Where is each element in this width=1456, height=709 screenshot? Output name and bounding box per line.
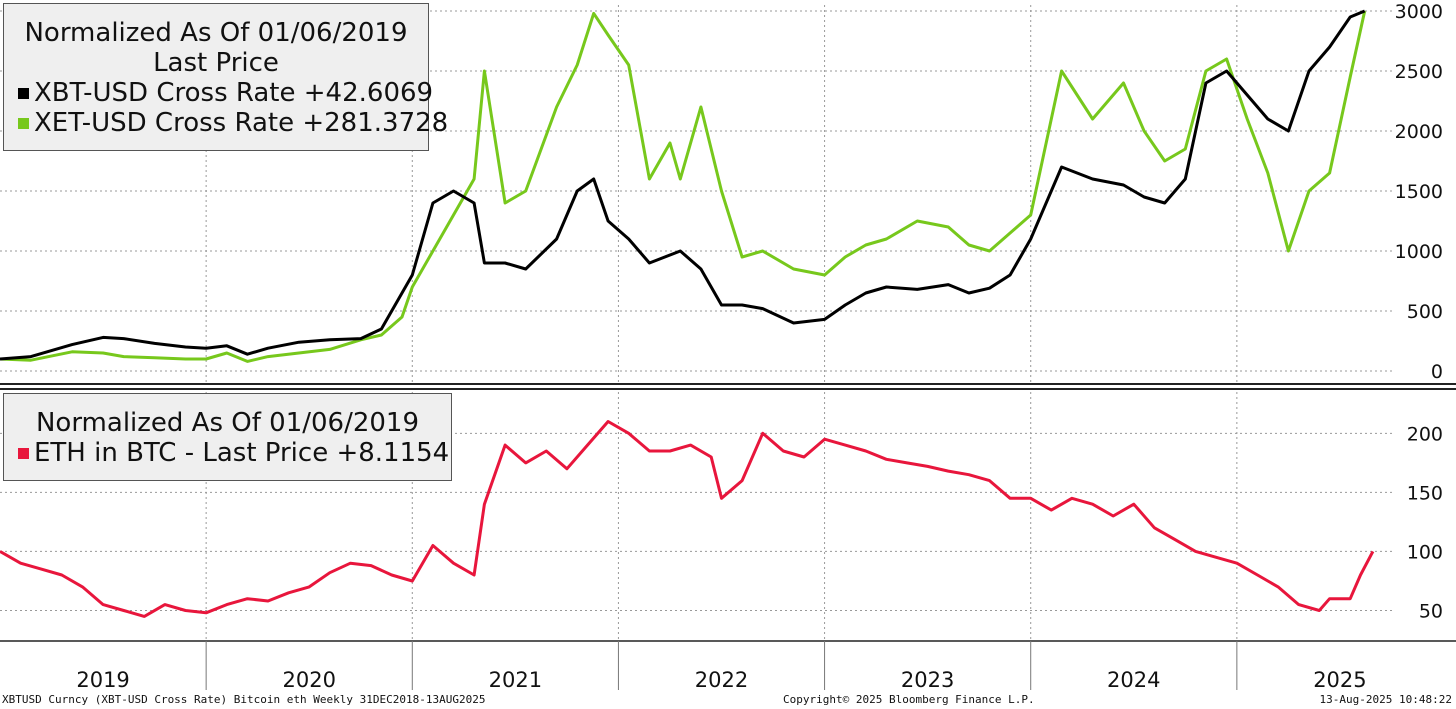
bottom-legend: Normalized As Of 01/06/2019 ETH in BTC -… bbox=[3, 393, 452, 481]
top-legend-title: Normalized As Of 01/06/2019 bbox=[24, 18, 408, 48]
x-tick-label: 2022 bbox=[695, 668, 748, 692]
x-axis: 2019 2020 2021 2022 2023 2024 2025 bbox=[76, 641, 1367, 692]
y-tick-label-top: 3000 bbox=[1395, 1, 1443, 23]
top-legend-subtitle: Last Price bbox=[153, 48, 279, 78]
bottom-legend-title: Normalized As Of 01/06/2019 bbox=[35, 408, 420, 438]
legend-swatch-eth-btc bbox=[18, 448, 29, 459]
y-tick-label-bottom: 150 bbox=[1407, 482, 1443, 504]
series-layer bbox=[0, 9, 1375, 618]
legend-label-xbt: XBT-USD Cross Rate +42.6069 bbox=[34, 78, 434, 108]
y-tick-label-top: 1000 bbox=[1395, 241, 1443, 263]
y-tick-label-bottom: 100 bbox=[1407, 541, 1443, 563]
y-tick-label-bottom: 200 bbox=[1407, 423, 1443, 445]
legend-label-xet: XET-USD Cross Rate +281.3728 bbox=[34, 108, 449, 138]
legend-swatch-xbt bbox=[18, 88, 29, 99]
series-line-xet-usd bbox=[0, 10, 1367, 363]
y-tick-label-bottom: 50 bbox=[1419, 600, 1443, 622]
grid-layer bbox=[0, 5, 1392, 640]
top-legend: Normalized As Of 01/06/2019 Last Price X… bbox=[3, 3, 448, 151]
x-tick-label: 2024 bbox=[1107, 668, 1160, 692]
y-tick-label-top: 0 bbox=[1431, 361, 1443, 383]
y-tick-label-top: 2500 bbox=[1395, 61, 1443, 83]
legend-label-eth-btc: ETH in BTC - Last Price +8.1154 bbox=[34, 438, 450, 468]
footer-right: 13-Aug-2025 10:48:22 bbox=[1319, 693, 1452, 706]
footer-center: Copyright© 2025 Bloomberg Finance L.P. bbox=[783, 693, 1035, 706]
x-tick-label: 2020 bbox=[282, 668, 335, 692]
footer-left: XBTUSD Curncy (XBT-USD Cross Rate) Bitco… bbox=[2, 693, 486, 706]
y-tick-label-top: 500 bbox=[1407, 301, 1443, 323]
x-tick-label: 2019 bbox=[76, 668, 129, 692]
legend-entry-eth-btc: ETH in BTC - Last Price +8.1154 bbox=[4, 438, 451, 468]
x-tick-label: 2025 bbox=[1313, 668, 1366, 692]
y-tick-label-top: 1500 bbox=[1395, 181, 1443, 203]
x-tick-label: 2023 bbox=[901, 668, 954, 692]
legend-swatch-xet bbox=[18, 118, 29, 129]
y-axis-bottom: 50 100 150 200 bbox=[1407, 423, 1443, 622]
series-line-xbt-usd bbox=[0, 9, 1366, 361]
y-axis-top: 0 500 1000 1500 2000 2500 3000 bbox=[1395, 1, 1443, 383]
series-line-eth-in-btc bbox=[0, 420, 1375, 618]
legend-entry-xet: XET-USD Cross Rate +281.3728 bbox=[4, 108, 448, 138]
y-tick-label-top: 2000 bbox=[1395, 121, 1443, 143]
legend-entry-xbt: XBT-USD Cross Rate +42.6069 bbox=[4, 78, 433, 108]
x-tick-label: 2021 bbox=[489, 668, 542, 692]
